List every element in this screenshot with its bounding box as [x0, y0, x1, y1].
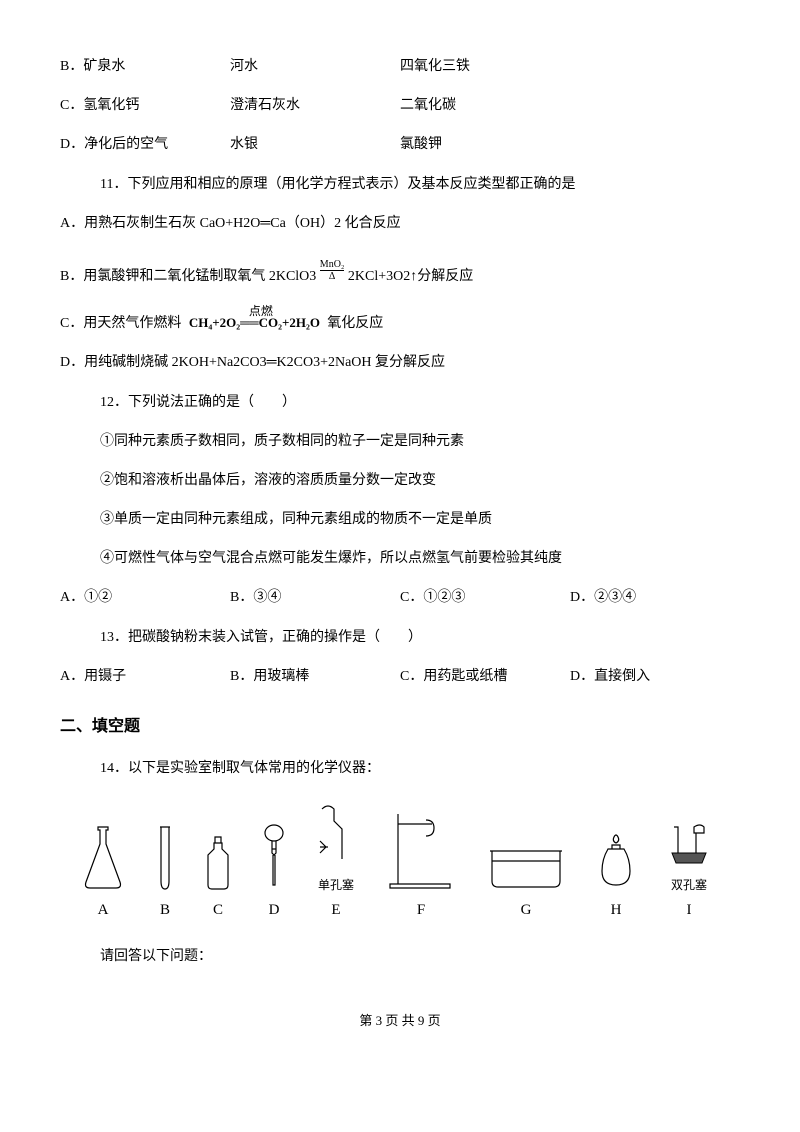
q10-option-b: B．矿泉水 河水 四氧化三铁: [60, 54, 740, 79]
mno2-top: MnO₂: [320, 259, 345, 270]
apparatus-c: C: [204, 823, 232, 924]
label: B: [160, 902, 170, 918]
stopper2-icon: [666, 821, 712, 871]
q13-opt-c: C．用药匙或纸槽: [400, 664, 570, 689]
apparatus-e: 单孔塞 E: [316, 801, 356, 924]
q10-option-c: C．氢氧化钙 澄清石灰水 二氧化碳: [60, 93, 740, 118]
bottle-icon: [204, 823, 232, 893]
q11-option-a: A．用熟石灰制生石灰 CaO+H2O═Ca（OH）2 化合反应: [60, 211, 740, 236]
apparatus-a: A: [80, 823, 126, 924]
eq-condition: 点燃: [249, 301, 273, 323]
q13-options: A．用镊子 B．用玻璃棒 C．用药匙或纸槽 D．直接倒入: [60, 664, 740, 689]
page-footer: 第 3 页 共 9 页: [60, 1009, 740, 1032]
opt-col1: B．矿泉水: [60, 54, 230, 79]
stand-icon: [386, 808, 456, 893]
q13-stem: 13．把碳酸钠粉末装入试管，正确的操作是（ ）: [60, 625, 740, 650]
opt-text: 矿泉水: [83, 59, 125, 74]
stopper-icon: [316, 801, 356, 871]
apparatus-f: F: [386, 808, 456, 924]
apparatus-h: H: [596, 833, 636, 924]
q11-c-post: 氧化反应: [327, 316, 383, 331]
q12-options: A．①② B．③④ C．①②③ D．②③④: [60, 585, 740, 610]
label: H: [611, 902, 622, 918]
funnel-icon: [262, 823, 286, 893]
section-2-title: 二、填空题: [60, 713, 740, 742]
opt-letter: D．: [60, 137, 84, 152]
apparatus-g: G: [486, 843, 566, 924]
q11-option-b: B．用氯酸钾和二氧化锰制取氧气 2KClO3 MnO₂ Δ 2KCl+3O2↑分…: [60, 264, 740, 289]
label: D: [269, 902, 280, 918]
trough-icon: [486, 843, 566, 893]
opt-letter: C．: [60, 98, 83, 113]
q13-opt-a: A．用镊子: [60, 664, 230, 689]
opt-col2: 水银: [230, 132, 400, 157]
lamp-icon: [596, 833, 636, 893]
q14-post: 请回答以下问题：: [60, 944, 740, 969]
apparatus-row: A B C D 单孔塞 E F G H 双孔塞 I: [60, 801, 740, 924]
q12-opt-a: A．①②: [60, 585, 230, 610]
apparatus-b: B: [156, 823, 174, 924]
q12-s4: ④可燃性气体与空气混合点燃可能发生爆炸，所以点燃氢气前要检验其纯度: [60, 546, 740, 571]
q11-b-condition: MnO₂ Δ: [320, 260, 345, 282]
q13-opt-b: B．用玻璃棒: [230, 664, 400, 689]
note: 单孔塞: [316, 875, 356, 897]
opt-col1: C．氢氧化钙: [60, 93, 230, 118]
q13-opt-d: D．直接倒入: [570, 664, 740, 689]
q12-opt-d: D．②③④: [570, 585, 740, 610]
q12-s3: ③单质一定由同种元素组成，同种元素组成的物质不一定是单质: [60, 507, 740, 532]
q10-option-d: D．净化后的空气 水银 氯酸钾: [60, 132, 740, 157]
q11-c-pre: C．用天然气作燃料: [60, 316, 181, 331]
opt-text: 净化后的空气: [84, 137, 168, 152]
q12-s1: ①同种元素质子数相同，质子数相同的粒子一定是同种元素: [60, 429, 740, 454]
q11-option-d: D．用纯碱制烧碱 2KOH+Na2CO3═K2CO3+2NaOH 复分解反应: [60, 350, 740, 375]
label: A: [98, 902, 109, 918]
flask-icon: [80, 823, 126, 893]
mno2-bot: Δ: [320, 270, 345, 282]
apparatus-d: D: [262, 823, 286, 924]
label: I: [687, 902, 692, 918]
opt-text: 氢氧化钙: [83, 98, 139, 113]
q12-opt-b: B．③④: [230, 585, 400, 610]
q12-opt-c: C．①②③: [400, 585, 570, 610]
q11-c-equation: 点燃 CH₄+2O₂══CO₂+2H₂O: [185, 315, 327, 330]
q12-stem: 12．下列说法正确的是（ ）: [60, 390, 740, 415]
note: 双孔塞: [666, 875, 712, 897]
label: E: [331, 902, 340, 918]
opt-col3: 四氧化三铁: [400, 54, 570, 79]
opt-col1: D．净化后的空气: [60, 132, 230, 157]
opt-col3: 二氧化碳: [400, 93, 570, 118]
q11-option-c: C．用天然气作燃料 点燃 CH₄+2O₂══CO₂+2H₂O 氧化反应: [60, 311, 740, 336]
opt-letter: B．: [60, 59, 83, 74]
label: F: [417, 902, 425, 918]
opt-col3: 氯酸钾: [400, 132, 570, 157]
testtube-icon: [156, 823, 174, 893]
q12-s2: ②饱和溶液析出晶体后，溶液的溶质质量分数一定改变: [60, 468, 740, 493]
q11-b-pre: B．用氯酸钾和二氧化锰制取氧气 2KClO3: [60, 269, 316, 284]
label: C: [213, 902, 223, 918]
q11-stem: 11．下列应用和相应的原理（用化学方程式表示）及基本反应类型都正确的是: [60, 172, 740, 197]
apparatus-i: 双孔塞 I: [666, 821, 712, 924]
q11-b-post: 2KCl+3O2↑分解反应: [348, 269, 473, 284]
label: G: [521, 902, 532, 918]
opt-col2: 澄清石灰水: [230, 93, 400, 118]
opt-col2: 河水: [230, 54, 400, 79]
q14-stem: 14．以下是实验室制取气体常用的化学仪器：: [60, 756, 740, 781]
